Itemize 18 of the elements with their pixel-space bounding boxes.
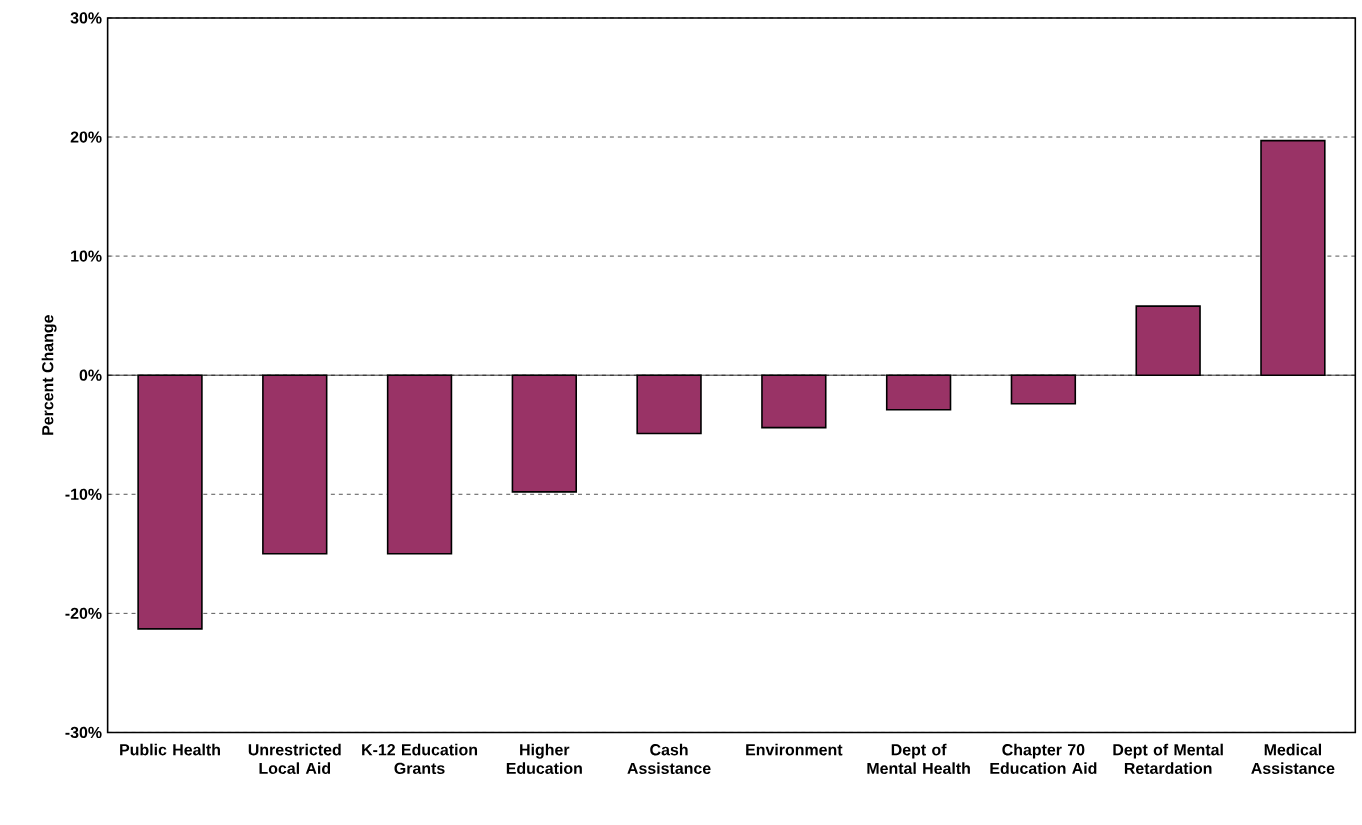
y-tick-label: -10% [65,488,102,500]
x-tick-label: K-12 Education Grants [362,743,478,774]
y-tick-label: 20% [70,131,102,143]
y-tick-label: -20% [65,607,102,619]
y-axis-title: Percent Change [41,315,57,435]
x-tick-label: Unrestricted Local Aid [248,743,341,774]
x-tick-label: Medical Assistance [1251,743,1335,774]
x-tick-label: Higher Education [506,743,582,774]
x-tick-label: Environment [746,743,843,756]
y-tick-label: 0% [79,369,102,381]
x-tick-label: Dept of Mental Health [867,743,970,774]
y-tick-label: -30% [65,726,102,739]
x-tick-label: Cash Assistance [627,743,711,774]
y-tick-label: 30% [70,12,102,24]
x-tick-label: Public Health [120,743,220,756]
x-tick-label: Chapter 70 Education Aid [990,743,1097,774]
y-tick-label: 10% [71,250,102,262]
x-tick-label: Dept of Mental Retardation [1113,743,1223,774]
